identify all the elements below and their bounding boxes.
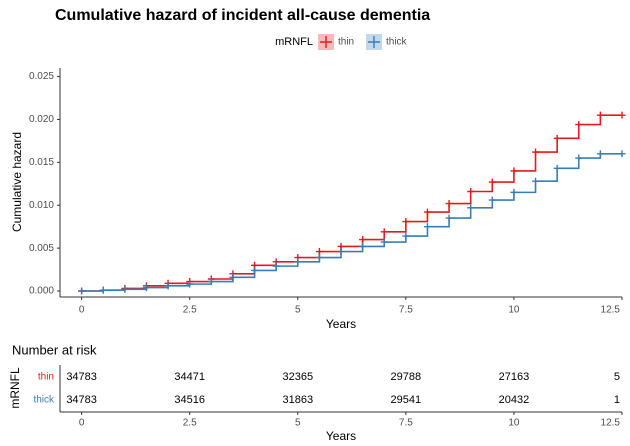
censor-mark bbox=[553, 134, 561, 142]
risk-count: 34516 bbox=[174, 394, 205, 406]
censor-mark bbox=[78, 287, 86, 295]
legend-label: thin bbox=[338, 37, 354, 48]
y-tick-label: 0.020 bbox=[29, 114, 54, 125]
censor-mark bbox=[553, 164, 561, 172]
x-tick-label: 0 bbox=[79, 305, 85, 316]
censor-mark bbox=[488, 178, 496, 186]
x-tick-label: 5 bbox=[295, 418, 301, 429]
risk-count: 1 bbox=[614, 394, 620, 406]
y-axis-label: Cumulative hazard bbox=[10, 132, 24, 232]
x-tick-label: 12.5 bbox=[601, 418, 621, 429]
censor-mark bbox=[294, 258, 302, 266]
censor-mark bbox=[423, 223, 431, 231]
censor-mark bbox=[380, 238, 388, 246]
y-tick-label: 0.010 bbox=[29, 200, 54, 211]
censor-mark bbox=[575, 121, 583, 129]
risk-table-y-label: mRNFL bbox=[8, 367, 22, 409]
censor-mark bbox=[596, 150, 604, 158]
x-tick-label: 2.5 bbox=[183, 305, 197, 316]
censor-mark bbox=[445, 214, 453, 222]
legend-label: thick bbox=[386, 37, 408, 48]
censor-mark bbox=[272, 262, 280, 270]
censor-mark bbox=[575, 154, 583, 162]
censor-mark bbox=[142, 284, 150, 292]
x-tick-label: 10 bbox=[508, 418, 520, 429]
censor-mark bbox=[229, 273, 237, 281]
row-label: thin bbox=[38, 372, 54, 383]
censor-mark bbox=[467, 188, 475, 196]
censor-mark bbox=[207, 278, 215, 286]
x-tick-label: 10 bbox=[508, 305, 520, 316]
x-tick-label: 7.5 bbox=[399, 305, 413, 316]
censor-mark bbox=[315, 254, 323, 262]
row-label: thick bbox=[33, 395, 55, 406]
censor-mark bbox=[99, 286, 107, 294]
x-tick-label: 5 bbox=[295, 305, 301, 316]
censor-mark bbox=[467, 204, 475, 212]
y-tick-label: 0.025 bbox=[29, 71, 54, 82]
censor-mark bbox=[596, 111, 604, 119]
censor-mark bbox=[186, 280, 194, 288]
censor-mark bbox=[359, 236, 367, 244]
x-tick-label: 12.5 bbox=[601, 305, 621, 316]
risk-count: 34783 bbox=[66, 394, 97, 406]
legend-key-symbol bbox=[368, 36, 380, 48]
censor-mark bbox=[164, 282, 172, 290]
risk-count: 29541 bbox=[391, 394, 422, 406]
x-axis-label: Years bbox=[326, 317, 356, 331]
censor-mark bbox=[532, 177, 540, 185]
censor-mark bbox=[488, 196, 496, 204]
x-tick-label: 0 bbox=[79, 418, 85, 429]
censor-mark bbox=[380, 228, 388, 236]
censor-mark bbox=[251, 266, 259, 274]
legend-key-symbol bbox=[320, 36, 332, 48]
step-line bbox=[81, 114, 622, 292]
risk-count: 20432 bbox=[499, 394, 530, 406]
censor-mark bbox=[618, 150, 626, 158]
y-tick-label: 0.000 bbox=[29, 286, 54, 297]
risk-count: 34471 bbox=[174, 371, 205, 383]
censor-mark bbox=[510, 188, 518, 196]
censor-mark bbox=[402, 232, 410, 240]
censor-mark bbox=[445, 200, 453, 208]
chart-title: Cumulative hazard of incident all-cause … bbox=[55, 7, 430, 24]
risk-count: 31863 bbox=[282, 394, 313, 406]
x-tick-label: 2.5 bbox=[183, 418, 197, 429]
x-tick-label: 7.5 bbox=[399, 418, 413, 429]
censor-mark bbox=[618, 111, 626, 119]
censor-mark bbox=[315, 248, 323, 256]
risk-count: 5 bbox=[614, 371, 620, 383]
censor-mark bbox=[423, 208, 431, 216]
risk-count: 32365 bbox=[282, 371, 313, 383]
censor-mark bbox=[337, 248, 345, 256]
risk-count: 34783 bbox=[66, 371, 97, 383]
risk-count: 27163 bbox=[499, 371, 530, 383]
censor-mark bbox=[402, 218, 410, 226]
censor-mark bbox=[510, 167, 518, 175]
legend-title: mRNFL bbox=[275, 36, 313, 48]
risk-table-x-label: Years bbox=[326, 429, 356, 443]
censor-mark bbox=[359, 242, 367, 250]
risk-count: 29788 bbox=[391, 371, 422, 383]
step-line bbox=[81, 152, 622, 292]
y-tick-label: 0.015 bbox=[29, 157, 54, 168]
censor-mark bbox=[121, 285, 129, 293]
censor-mark bbox=[532, 148, 540, 156]
y-tick-label: 0.005 bbox=[29, 243, 54, 254]
risk-table-title: Number at risk bbox=[12, 342, 97, 357]
